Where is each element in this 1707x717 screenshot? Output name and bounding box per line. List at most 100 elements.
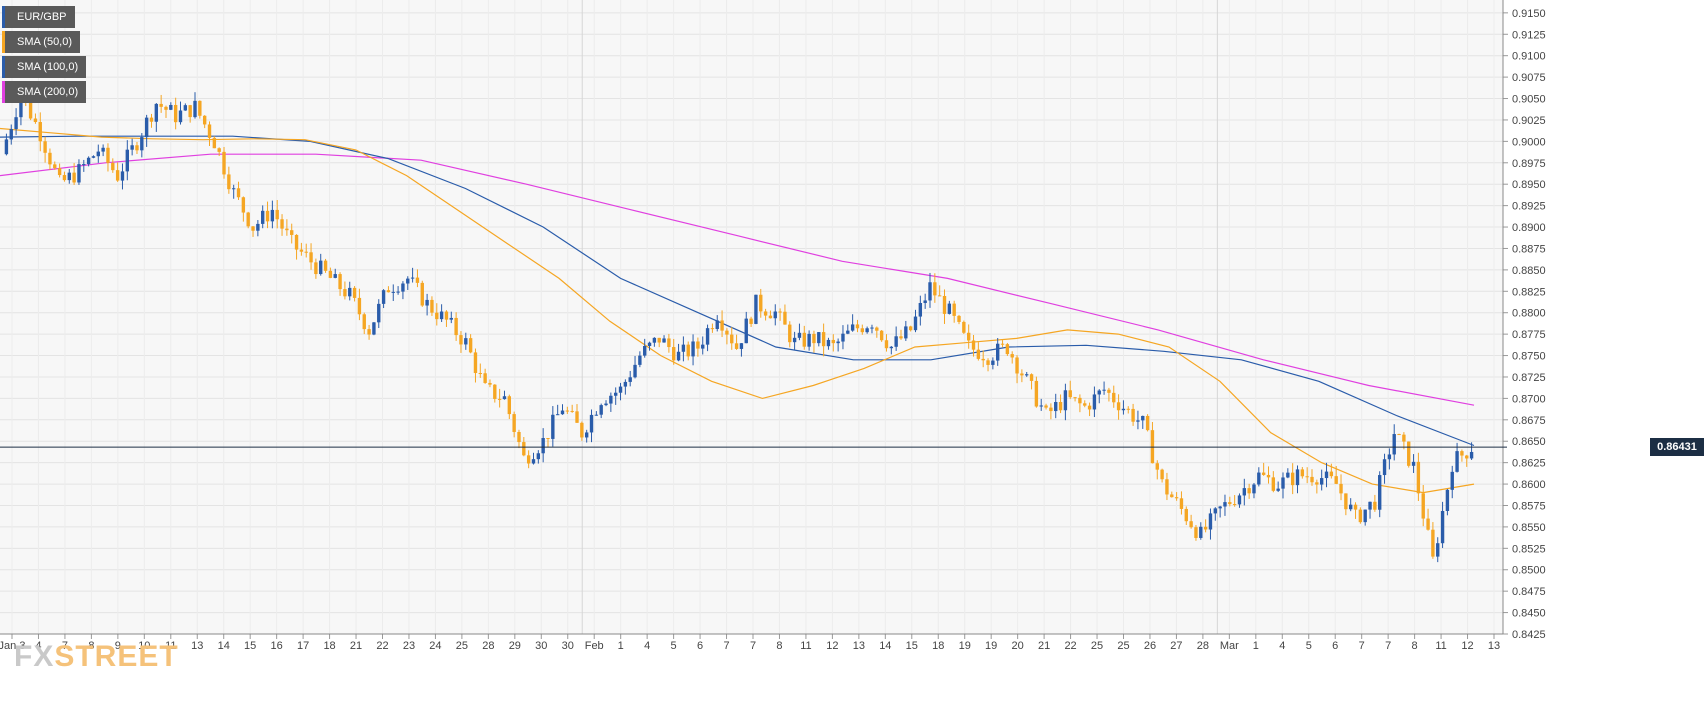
candle-body — [444, 311, 449, 320]
candle-body — [1203, 526, 1208, 530]
x-tick-label: 30 — [535, 640, 547, 652]
candle-body — [966, 332, 971, 341]
candle-body — [647, 342, 652, 346]
candle-body — [618, 386, 623, 393]
candle-body — [1083, 403, 1087, 406]
candle-body — [1344, 493, 1348, 510]
x-tick-label: 28 — [1197, 640, 1209, 652]
candle-body — [1068, 390, 1072, 398]
candle-body — [381, 290, 386, 304]
candle-body — [270, 209, 275, 222]
x-tick-label: 7 — [1359, 640, 1365, 652]
x-tick-label: 25 — [456, 640, 468, 652]
candle-body — [420, 282, 424, 306]
x-tick-label: 12 — [1461, 640, 1473, 652]
candle-body — [1034, 380, 1039, 407]
candle-body — [1126, 408, 1130, 410]
x-tick-label: 18 — [323, 640, 335, 652]
x-tick-label: 25 — [1091, 640, 1103, 652]
candle-body — [236, 188, 241, 198]
legend-item-eurgbp[interactable]: EUR/GBP — [2, 6, 75, 28]
candle-body — [1455, 451, 1459, 472]
candle-body — [1261, 472, 1266, 475]
candle-body — [77, 164, 81, 183]
candle-body — [976, 349, 981, 359]
candle-body — [691, 341, 695, 357]
candle-body — [1223, 502, 1227, 507]
candle-body — [1078, 397, 1082, 404]
candle-body — [599, 405, 603, 415]
candle-body — [1015, 357, 1019, 374]
candle-body — [715, 320, 719, 329]
candle-body — [106, 147, 110, 163]
candle-body — [551, 414, 555, 439]
legend-item-sma50[interactable]: SMA (50,0) — [2, 31, 81, 53]
candle-body — [1160, 469, 1164, 480]
x-tick-label: 5 — [1306, 640, 1312, 652]
candle-body — [802, 332, 806, 347]
candle-body — [879, 330, 884, 341]
candle-body — [1005, 344, 1010, 355]
legend-swatch — [2, 6, 5, 28]
candle-body — [701, 344, 705, 349]
y-tick-label: 0.9125 — [1512, 29, 1546, 41]
x-tick-label: 30 — [562, 640, 574, 652]
candle-body — [1431, 529, 1435, 557]
legend-item-sma200[interactable]: SMA (200,0) — [2, 81, 87, 103]
candle-body — [497, 398, 502, 400]
candle-body — [357, 297, 362, 315]
candle-body — [1232, 504, 1237, 506]
candle-body — [875, 327, 879, 331]
legend-item-sma100[interactable]: SMA (100,0) — [2, 56, 87, 78]
candle-body — [1276, 488, 1280, 491]
candle-body — [522, 442, 526, 456]
candle-body — [1179, 498, 1184, 509]
legend-swatch — [2, 81, 5, 103]
x-tick-label: 13 — [853, 640, 865, 652]
candle-body — [996, 343, 1000, 361]
x-tick-label: 22 — [1064, 640, 1076, 652]
candle-body — [1353, 504, 1358, 510]
legend-swatch — [2, 31, 5, 53]
candle-body — [1097, 390, 1101, 395]
candle-body — [792, 337, 797, 343]
candle-body — [662, 338, 666, 343]
candle-body — [850, 324, 855, 331]
sma100-line — [0, 135, 1475, 447]
candle-body — [1184, 508, 1188, 522]
candle-body — [623, 381, 628, 387]
candle-body — [1334, 476, 1338, 484]
candle-body — [981, 358, 985, 361]
y-tick-label: 0.8825 — [1512, 286, 1546, 298]
y-tick-label: 0.8525 — [1512, 543, 1546, 555]
candle-body — [1281, 477, 1285, 489]
y-tick-label: 0.8800 — [1512, 308, 1546, 320]
candle-body — [130, 145, 134, 150]
candle-body — [633, 364, 637, 378]
candle-body — [449, 317, 453, 320]
legend-swatch — [2, 56, 5, 78]
candle-body — [942, 295, 947, 314]
logo-fx: FX — [14, 640, 55, 673]
x-tick-label: 1 — [1253, 640, 1259, 652]
candle-body — [48, 152, 52, 165]
candle-body — [1436, 543, 1440, 557]
candle-body — [1305, 476, 1309, 478]
candle-body — [947, 303, 952, 314]
current-price-tag: 0.86431 — [1650, 438, 1704, 457]
candle-body — [1112, 392, 1116, 403]
candle-body — [386, 290, 391, 293]
x-tick-label: 8 — [776, 640, 782, 652]
candle-body — [183, 105, 188, 111]
candle-body — [1407, 441, 1411, 466]
x-tick-label: 14 — [218, 640, 230, 652]
x-tick-label: 11 — [165, 640, 176, 652]
x-tick-label: 11 — [800, 640, 811, 652]
candle-body — [464, 338, 468, 345]
candle-body — [1237, 495, 1242, 505]
x-tick-label: 10 — [138, 640, 150, 652]
candle-body — [304, 251, 308, 253]
candle-body — [904, 326, 908, 339]
candle-body — [628, 377, 632, 382]
